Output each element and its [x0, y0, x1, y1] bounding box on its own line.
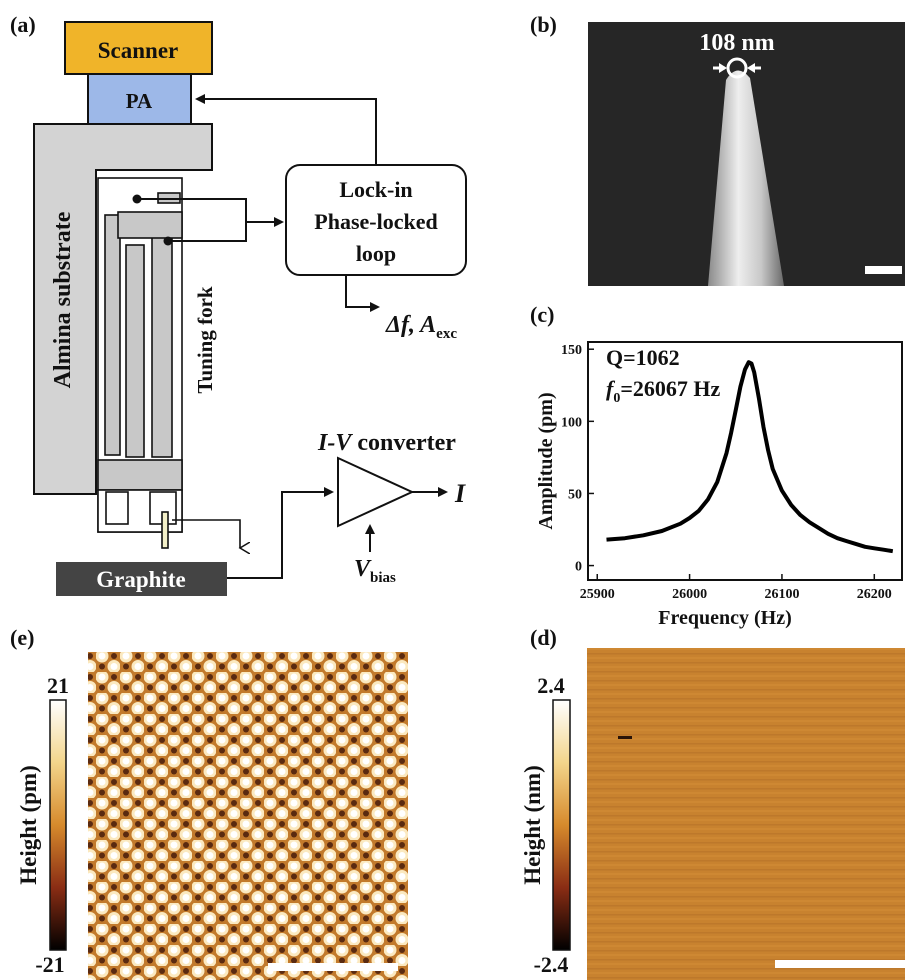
- scanner-block: [64, 21, 213, 75]
- graphite-label: Graphite: [96, 567, 185, 592]
- sem-scale-bar: [865, 266, 902, 274]
- colorbar-d-min: -2.4: [534, 952, 569, 977]
- tip-apex-circle: [726, 57, 748, 79]
- sem-tip: [708, 70, 784, 287]
- topography-scale-bar: [775, 960, 905, 968]
- colorbar-d-label: Height (nm): [520, 765, 545, 884]
- tip-lead: [172, 519, 240, 548]
- colorbar-d-max: 2.4: [537, 673, 565, 698]
- lockin-line-2: Phase-locked: [314, 209, 437, 234]
- panel-a: (a) Scanner PA Almina substrate Tuning f…: [10, 12, 467, 596]
- output-label: Δf, Aexc: [385, 312, 457, 342]
- arrow-to-pa: [195, 94, 377, 165]
- substrate-label: Almina substrate: [50, 211, 76, 388]
- pa-block: [87, 73, 192, 125]
- chart-frame: [587, 341, 903, 581]
- scanner-label: Scanner: [98, 38, 179, 63]
- topography-image: [587, 648, 905, 980]
- x-tick-label: 26200: [857, 587, 892, 602]
- x-axis-label: Frequency (Hz): [658, 607, 792, 629]
- iv-converter-label: I-V converter: [317, 430, 456, 456]
- panel-e: (e) 21 -21 Height (pm): [10, 625, 408, 980]
- iv-converter-triangle: [337, 456, 415, 528]
- lattice-image: [88, 652, 408, 980]
- y-tick-label: 100: [561, 415, 582, 430]
- panel-c: (c) 25900 26000 26100 26200 0 50 100 150 Frequen…: [530, 302, 903, 629]
- resonance-chart: 25900 26000 26100 26200 0 50 100 150 Frequency (…: [535, 341, 903, 629]
- colorbar-e-max: 21: [47, 673, 69, 698]
- y-tick-label: 150: [561, 343, 582, 358]
- y-tick-label: 0: [575, 560, 582, 575]
- tip-size-label: 108 nm: [699, 30, 774, 56]
- colorbar-d: [552, 699, 571, 951]
- pa-label: PA: [126, 89, 153, 113]
- panel-c-label: (c): [530, 302, 554, 327]
- panel-b-label: (b): [530, 12, 557, 37]
- panel-a-label: (a): [10, 12, 36, 37]
- graphite-block: [56, 562, 227, 596]
- lockin-line-1: Lock-in: [339, 177, 412, 202]
- tuning-fork-label: Tuning fork: [193, 286, 217, 394]
- x-tick-label: 25900: [580, 587, 615, 602]
- tip-arrowhead-left: [719, 63, 727, 73]
- x-tick-label: 26000: [672, 587, 707, 602]
- substrate-block: [33, 123, 213, 495]
- panel-e-label: (e): [10, 625, 34, 650]
- colorbar-e: [49, 699, 67, 951]
- graphite-lead: [227, 487, 334, 579]
- lead-2: [168, 222, 247, 242]
- tip-arrowhead-right: [747, 63, 755, 73]
- y-axis-label: Amplitude (pm): [535, 392, 557, 529]
- tuning-fork: [97, 177, 183, 549]
- topography-defect: [618, 736, 632, 739]
- current-label: I: [454, 479, 466, 508]
- vbias-label: Vbias: [354, 556, 396, 586]
- colorbar-e-min: -21: [35, 952, 64, 977]
- lattice-scale-bar: [268, 963, 398, 971]
- panel-b: (b) 108 nm: [530, 12, 905, 287]
- x-tick-label: 26100: [764, 587, 799, 602]
- y-tick-label: 50: [568, 487, 582, 502]
- colorbar-e-label: Height (pm): [16, 765, 41, 884]
- resonance-curve: [606, 360, 894, 554]
- lockin-line-3: loop: [356, 241, 396, 266]
- arrow-to-output: [345, 275, 380, 312]
- f0-label: f0=26067 Hz: [606, 376, 720, 406]
- lead-1: [137, 198, 247, 222]
- panel-d-label: (d): [530, 625, 557, 650]
- panel-d: (d) 2.4 -2.4 Height (nm): [520, 625, 905, 980]
- q-factor-label: Q=1062: [606, 345, 680, 370]
